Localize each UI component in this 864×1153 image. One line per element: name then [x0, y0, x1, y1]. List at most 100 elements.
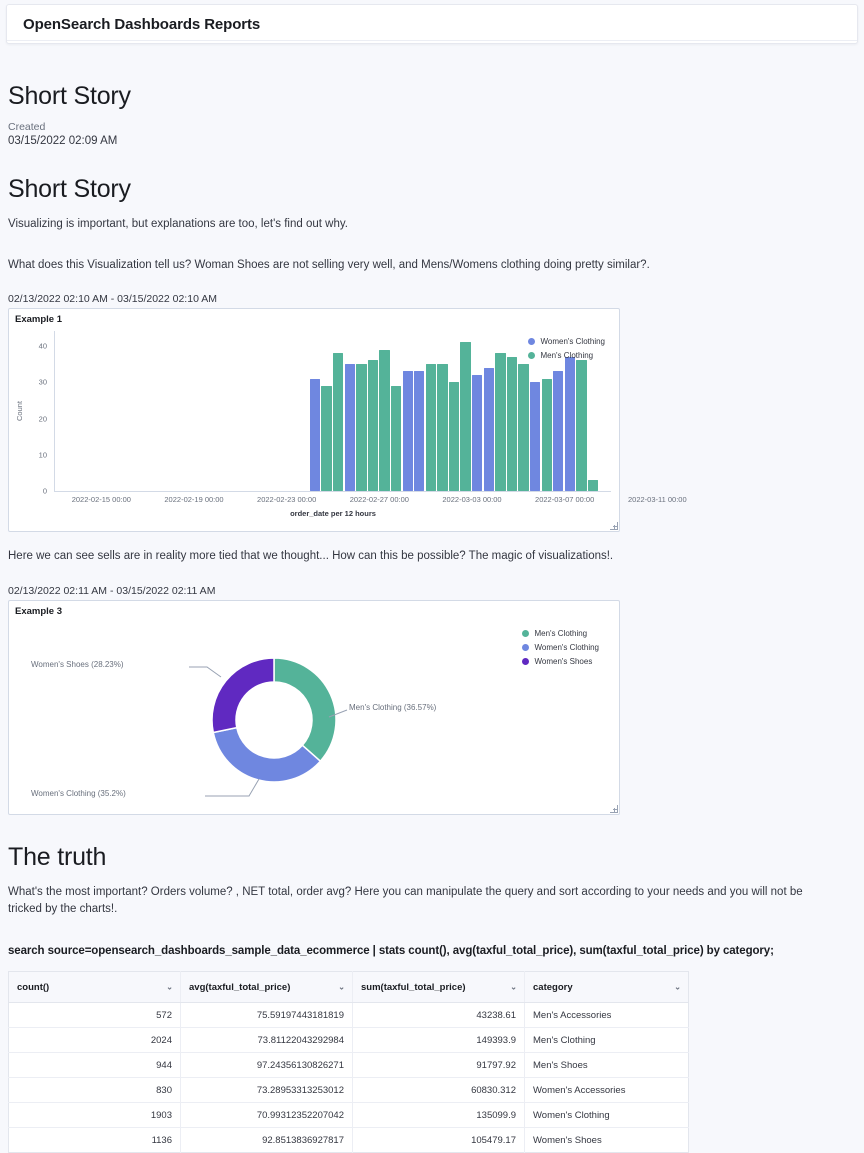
- bar-chart-bar[interactable]: [333, 353, 344, 492]
- table-cell: 91797.92: [352, 1052, 525, 1079]
- donut-chart[interactable]: Men's Clothing (36.57%) Women's Shoes (2…: [9, 617, 619, 822]
- middle-paragraph: Here we can see sells are in reality mor…: [8, 550, 614, 563]
- bar-chart-y-tick: 10: [38, 450, 47, 460]
- report-page: Short Story Created 03/15/2022 02:09 AM …: [0, 82, 864, 1153]
- bar-chart-bar[interactable]: [379, 349, 390, 492]
- bar-chart-y-tick: 30: [38, 377, 47, 387]
- bar-chart-legend-item[interactable]: Women's Clothing: [528, 337, 605, 346]
- viz3-resize-handle[interactable]: [608, 803, 618, 814]
- table-row[interactable]: 2024 73.81122043292984 149393.9 Men's Cloth…: [8, 1027, 689, 1054]
- donut-chart-legend-label: Women's Shoes: [534, 657, 593, 667]
- bar-chart-bar[interactable]: [518, 364, 529, 492]
- bar-chart-bar[interactable]: [460, 342, 471, 492]
- table-cell: 830: [8, 1077, 181, 1104]
- bar-chart-x-tick: 2022-03-07 00:00: [535, 495, 595, 505]
- bar-chart-bar[interactable]: [367, 360, 379, 492]
- bar-chart-bar[interactable]: [553, 371, 564, 492]
- bar-chart-legend-label: Men's Clothing: [540, 351, 594, 361]
- table-column-label: avg(taxful_total_price): [189, 981, 291, 993]
- table-row[interactable]: 1903 70.99312352207042 135099.9 Women's Clo…: [8, 1102, 689, 1129]
- bar-chart-bar[interactable]: [309, 378, 321, 492]
- bar-chart-bar[interactable]: [483, 367, 494, 492]
- bar-chart-y-axis-title: Count: [15, 401, 24, 422]
- table-cell: 2024: [8, 1027, 181, 1054]
- donut-slice[interactable]: [273, 657, 337, 763]
- donut-chart-legend-item[interactable]: Women's Shoes: [522, 657, 599, 666]
- bar-chart-bar[interactable]: [437, 364, 448, 492]
- donut-chart-legend-item[interactable]: Women's Clothing: [522, 643, 599, 652]
- bar-chart-legend[interactable]: Women's Clothing Men's Clothing: [528, 337, 605, 365]
- table-cell: Men's Clothing: [524, 1027, 689, 1054]
- results-table-wrapper: count() ⌄ avg(taxful_total_price) ⌄ sum(taxf…: [8, 971, 856, 1153]
- table-row[interactable]: 830 73.28953313253012 60830.312 Women's Acc…: [8, 1077, 689, 1104]
- table-column-header[interactable]: avg(taxful_total_price) ⌄: [180, 971, 353, 1004]
- table-cell: Women's Accessories: [524, 1077, 689, 1104]
- section-heading-the-truth: The truth: [8, 843, 107, 872]
- table-cell: Men's Shoes: [524, 1052, 689, 1079]
- bar-chart-y-tick: 0: [42, 486, 47, 496]
- bar-chart-bar[interactable]: [564, 356, 576, 492]
- table-column-header[interactable]: count() ⌄: [8, 971, 181, 1004]
- bar-chart-bar[interactable]: [529, 382, 541, 492]
- table-column-header[interactable]: sum(taxful_total_price) ⌄: [352, 971, 525, 1004]
- table-cell: 92.8513836927817: [180, 1127, 353, 1153]
- donut-leader-line-womens-clothing: [205, 778, 260, 797]
- query-text: search source=opensearch_dashboards_samp…: [8, 945, 774, 958]
- table-cell: 135099.9: [352, 1102, 525, 1129]
- bar-chart-bar[interactable]: [414, 371, 425, 492]
- app-header: OpenSearch Dashboards Reports: [6, 4, 858, 44]
- bar-chart-bar[interactable]: [541, 378, 552, 492]
- bar-chart-bar[interactable]: [506, 356, 518, 492]
- donut-slice[interactable]: [211, 657, 275, 734]
- report-title: Short Story: [8, 82, 131, 110]
- table-cell: 43238.61: [352, 1002, 525, 1029]
- results-table[interactable]: count() ⌄ avg(taxful_total_price) ⌄ sum(taxf…: [8, 971, 689, 1153]
- table-cell: 572: [8, 1002, 181, 1029]
- bar-chart-bar[interactable]: [321, 385, 332, 492]
- table-cell: 73.28953313253012: [180, 1077, 353, 1104]
- bar-chart[interactable]: Count 0 10 20 30 40 2022-02-15 00:00 2022-02-…: [9, 325, 687, 530]
- table-cell: 944: [8, 1052, 181, 1079]
- donut-slice[interactable]: [212, 726, 322, 783]
- donut-chart-svg[interactable]: [9, 617, 619, 817]
- bar-chart-bar[interactable]: [472, 374, 483, 492]
- bar-chart-bar[interactable]: [425, 364, 437, 492]
- table-row[interactable]: 944 97.24356130826271 91797.92 Men's Shoes: [8, 1052, 689, 1079]
- chevron-down-icon[interactable]: ⌄: [166, 982, 173, 992]
- chevron-down-icon[interactable]: ⌄: [674, 982, 681, 992]
- donut-chart-legend[interactable]: Men's Clothing Women's Clothing Women's Sh…: [522, 629, 599, 671]
- table-header-row: count() ⌄ avg(taxful_total_price) ⌄ sum(taxf…: [8, 971, 689, 1004]
- table-cell: 73.81122043292984: [180, 1027, 353, 1054]
- table-row[interactable]: 572 75.59197443181819 43238.61 Men's Access…: [8, 1002, 689, 1029]
- visualization-block-example-3: 02/13/2022 02:11 AM - 03/15/2022 02:11 A…: [8, 585, 856, 816]
- bar-chart-y-tick: 20: [38, 414, 47, 424]
- bar-chart-plot-area[interactable]: [55, 331, 611, 492]
- chevron-down-icon[interactable]: ⌄: [510, 982, 517, 992]
- viz1-panel[interactable]: Example 1 Count 0 10 20 30 40 2022-02-15 00:…: [8, 308, 687, 533]
- bar-chart-x-tick: 2022-03-11 00:00: [627, 495, 687, 505]
- table-cell: 97.24356130826271: [180, 1052, 353, 1079]
- bar-chart-legend-label: Women's Clothing: [540, 337, 605, 347]
- bar-chart-bar[interactable]: [344, 364, 355, 492]
- table-cell: 75.59197443181819: [180, 1002, 353, 1029]
- chevron-down-icon[interactable]: ⌄: [338, 982, 345, 992]
- bar-chart-bar[interactable]: [356, 364, 367, 492]
- table-column-header[interactable]: category ⌄: [524, 971, 689, 1004]
- app-title: OpenSearch Dashboards Reports: [23, 15, 261, 33]
- bar-chart-bar[interactable]: [390, 385, 402, 492]
- bar-chart-bar[interactable]: [576, 360, 587, 492]
- bar-chart-bar[interactable]: [448, 382, 460, 492]
- donut-chart-legend-item[interactable]: Men's Clothing: [522, 629, 599, 638]
- table-cell: 105479.17: [352, 1127, 525, 1153]
- table-cell: Women's Shoes: [533, 1134, 602, 1146]
- visualization-block-example-1: 02/13/2022 02:10 AM - 03/15/2022 02:10 A…: [8, 293, 856, 533]
- viz3-panel[interactable]: Example 3 Men's Clothing (36.57%) Women'…: [8, 600, 620, 816]
- bar-chart-bar[interactable]: [402, 371, 413, 492]
- viz1-resize-handle[interactable]: [608, 520, 618, 531]
- bar-chart-bar[interactable]: [587, 480, 599, 492]
- donut-chart-legend-label: Women's Clothing: [534, 643, 599, 653]
- bar-chart-bar[interactable]: [495, 353, 506, 492]
- bar-chart-x-ticks: 2022-02-15 00:00 2022-02-19 00:00 2022-02-…: [55, 495, 687, 509]
- table-row[interactable]: 1136 92.8513836927817 105479.17 Women's Sho…: [8, 1127, 689, 1153]
- bar-chart-legend-item[interactable]: Men's Clothing: [528, 351, 605, 360]
